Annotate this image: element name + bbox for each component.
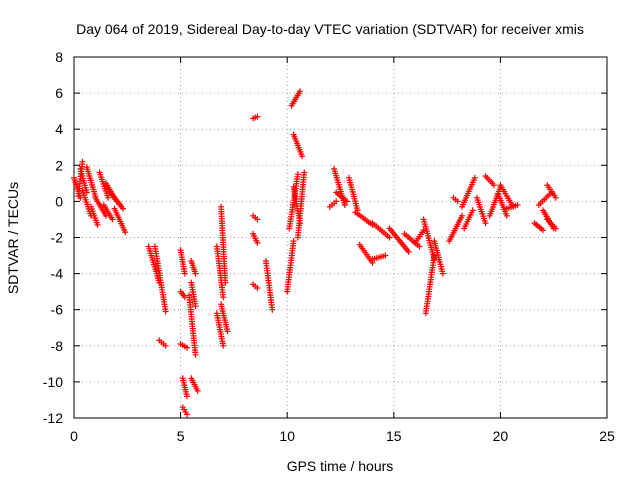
data-point-cluster-13 [152, 243, 169, 315]
data-point-cluster-10 [107, 189, 126, 212]
data-point-cluster-67 [544, 216, 559, 232]
data-point-cluster-51 [422, 252, 438, 317]
grid [74, 57, 607, 418]
data-point-cluster-46 [369, 252, 389, 263]
y-tick-label: -2 [51, 230, 64, 246]
y-tick-label: -4 [51, 266, 64, 282]
x-tick-label: 10 [279, 428, 295, 444]
data-points [71, 88, 559, 418]
data-point-cluster-60 [495, 191, 510, 219]
data-point-cluster-54 [450, 194, 461, 205]
data-point-cluster-61 [497, 182, 517, 210]
chart-title: Day 064 of 2019, Sidereal Day-to-day VTE… [76, 21, 584, 37]
data-point-cluster-29 [250, 212, 261, 223]
y-tick-label: 2 [55, 157, 63, 173]
plot-frame [73, 56, 608, 419]
data-point-cluster-5 [88, 203, 101, 228]
data-point-cluster-45 [369, 220, 393, 241]
data-point-cluster-33 [284, 238, 297, 295]
tick-marks [73, 56, 608, 419]
data-point-cluster-41 [333, 189, 350, 205]
data-point-cluster-31 [250, 281, 261, 291]
data-point-cluster-6 [92, 194, 109, 219]
data-point-cluster-15 [177, 247, 188, 277]
data-point-cluster-58 [482, 173, 497, 189]
data-point-cluster-17 [177, 341, 190, 351]
data-point-cluster-39 [326, 198, 340, 210]
y-tick-label: -6 [51, 302, 64, 318]
data-point-cluster-42 [346, 174, 361, 214]
data-point-cluster-3 [79, 187, 95, 219]
data-point-cluster-11 [111, 205, 129, 236]
data-point-cluster-47 [386, 225, 412, 255]
data-point-cluster-32 [262, 258, 276, 313]
data-point-cluster-55 [459, 174, 478, 210]
data-point-cluster-34 [286, 171, 301, 232]
data-point-cluster-8 [100, 202, 116, 223]
data-point-cluster-19 [179, 404, 190, 418]
data-point-cluster-26 [218, 203, 229, 286]
y-axis-label: SDTVAR / TECUs [5, 182, 21, 294]
y-tick-label: 6 [55, 85, 63, 101]
data-point-cluster-53 [446, 212, 465, 245]
data-point-cluster-28 [250, 113, 261, 122]
data-point-cluster-36 [290, 131, 306, 160]
data-point-cluster-24 [213, 243, 227, 301]
data-point-cluster-21 [188, 258, 199, 277]
data-point-cluster-22 [188, 375, 201, 394]
data-point-cluster-35 [288, 88, 303, 109]
data-point-cluster-7 [96, 169, 112, 201]
data-point-cluster-56 [461, 207, 476, 232]
data-point-cluster-52 [431, 238, 446, 277]
x-tick-label: 25 [599, 428, 615, 444]
axes [73, 56, 608, 419]
data-point-cluster-23 [188, 279, 199, 310]
data-point-cluster-16 [177, 288, 188, 301]
y-tick-label: 8 [55, 49, 63, 65]
x-tick-label: 5 [177, 428, 185, 444]
data-point-cluster-2 [77, 165, 90, 196]
x-tick-label: 15 [386, 428, 402, 444]
data-point-cluster-66 [544, 182, 559, 201]
x-axis-label: GPS time / hours [287, 458, 394, 474]
data-point-cluster-14 [156, 337, 169, 349]
x-tick-label: 20 [493, 428, 509, 444]
data-point-cluster-4 [83, 164, 99, 199]
data-point-cluster-18 [179, 375, 190, 400]
data-point-cluster-49 [412, 227, 427, 246]
y-tick-label: -8 [51, 338, 64, 354]
data-point-cluster-62 [503, 202, 521, 212]
y-tick-label: -10 [43, 374, 63, 390]
y-tick-label: -12 [43, 410, 63, 426]
data-point-cluster-25 [213, 310, 227, 349]
data-point-cluster-20 [186, 292, 199, 358]
y-tick-label: 4 [55, 121, 63, 137]
data-point-cluster-30 [250, 230, 261, 246]
data-point-cluster-38 [294, 169, 308, 241]
data-point-cluster-57 [473, 194, 489, 227]
y-tick-label: 0 [55, 193, 63, 209]
x-tick-label: 0 [70, 428, 78, 444]
data-point-cluster-63 [531, 220, 546, 234]
data-point-cluster-27 [218, 301, 231, 335]
